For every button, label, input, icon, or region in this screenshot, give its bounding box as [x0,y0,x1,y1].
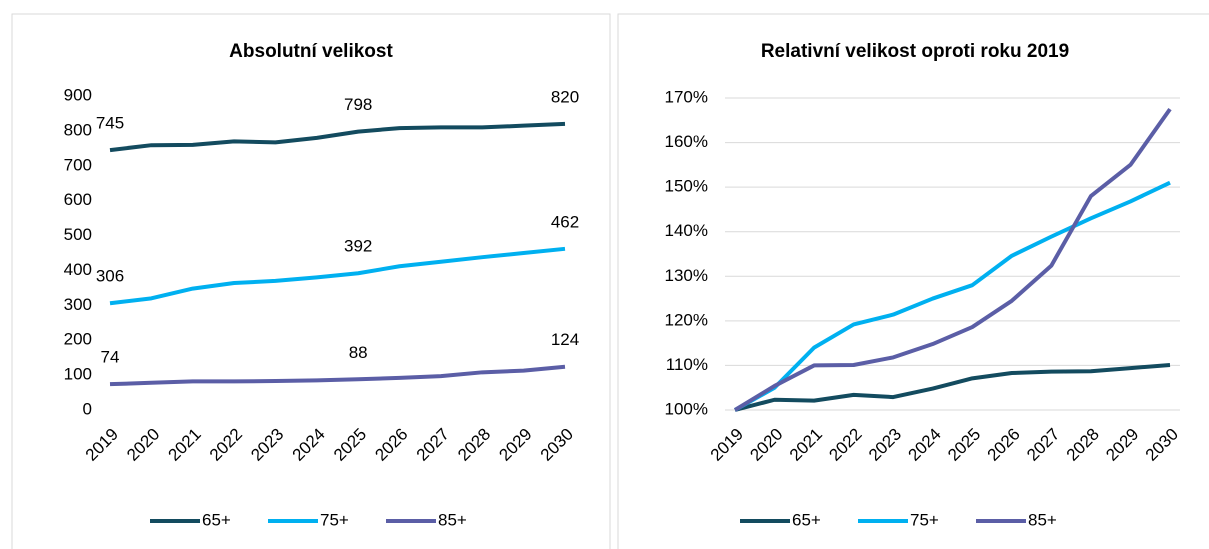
x-tick-label: 2028 [454,425,494,465]
y-tick-label: 100% [665,399,708,418]
x-tick-label: 2025 [330,425,370,465]
data-label: 745 [96,114,124,133]
x-tick-label: 2029 [1102,425,1142,465]
data-label: 124 [551,330,579,349]
x-tick-label: 2023 [247,425,287,465]
y-tick-label: 100 [64,365,92,384]
x-tick-label: 2029 [495,425,535,465]
x-tick-label: 2026 [984,425,1024,465]
data-label: 462 [551,212,579,231]
x-tick-label: 2022 [825,425,865,465]
x-tick-label: 2020 [123,425,163,465]
series-line [109,364,566,387]
y-tick-label: 400 [64,260,92,279]
y-tick-label: 800 [64,120,92,139]
y-tick-label: 600 [64,190,92,209]
legend-label: 75+ [910,510,939,529]
data-label: 306 [96,267,124,286]
series-line [733,107,1172,412]
x-tick-label: 2025 [944,425,984,465]
x-tick-label: 2023 [865,425,905,465]
x-tick-label: 2026 [371,425,411,465]
y-tick-label: 170% [665,87,708,106]
y-tick-label: 700 [64,155,92,174]
data-label: 798 [344,95,372,114]
panel-frame [617,13,1209,549]
data-label: 392 [344,237,372,256]
chart-title: Absolutní velikost [229,41,393,62]
x-tick-label: 2021 [786,425,826,465]
data-label: 74 [101,348,120,367]
y-tick-label: 150% [665,177,708,196]
legend-label: 85+ [1028,510,1057,529]
x-tick-label: 2024 [905,425,945,465]
series-line [109,121,566,153]
series-line [734,362,1171,412]
series-line [109,246,566,306]
y-tick-label: 110% [666,355,708,374]
x-tick-label: 2019 [707,425,747,465]
y-tick-label: 140% [665,221,708,240]
chart-title: Relativní velikost oproti roku 2019 [761,41,1069,62]
y-tick-label: 120% [665,310,708,329]
y-tick-label: 900 [64,85,92,104]
legend-label: 65+ [792,510,821,529]
panel-frame [11,13,611,549]
x-tick-label: 2021 [165,425,205,465]
x-tick-label: 2019 [82,425,122,465]
legend-label: 85+ [438,510,467,529]
y-tick-label: 160% [665,132,708,151]
x-tick-label: 2020 [746,425,786,465]
y-tick-label: 200 [64,330,92,349]
y-tick-label: 300 [64,295,92,314]
x-tick-label: 2028 [1063,425,1103,465]
x-tick-label: 2027 [1023,425,1063,465]
y-tick-label: 130% [665,266,708,285]
data-label: 88 [349,343,368,362]
legend-label: 65+ [202,510,231,529]
x-tick-label: 2030 [537,425,577,465]
y-tick-label: 0 [83,399,92,418]
data-label: 820 [551,87,579,106]
x-tick-label: 2022 [206,425,246,465]
y-tick-label: 500 [64,225,92,244]
series-line [734,180,1171,412]
x-tick-label: 2027 [413,425,453,465]
x-tick-label: 2024 [289,425,329,465]
x-tick-label: 2030 [1142,425,1182,465]
legend-label: 75+ [320,510,349,529]
